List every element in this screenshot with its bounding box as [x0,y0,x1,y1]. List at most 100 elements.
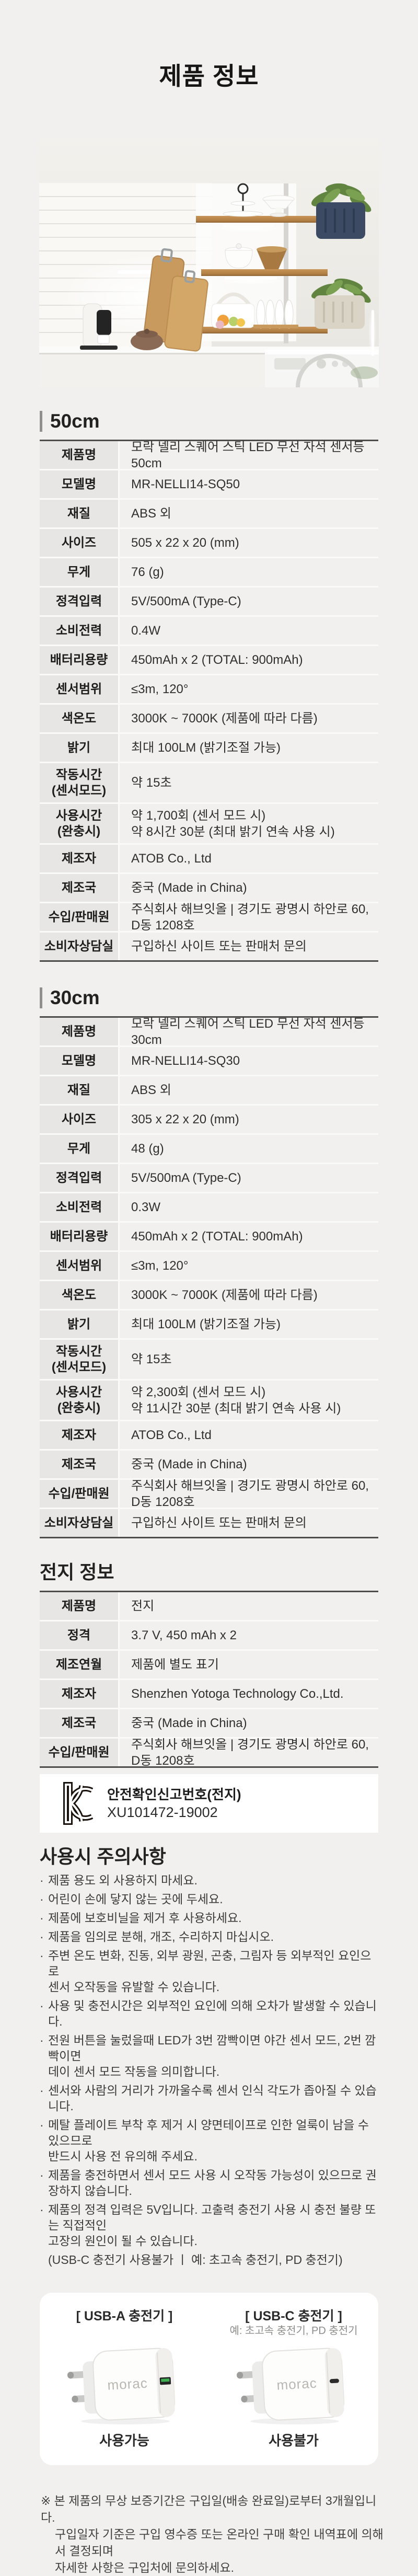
shelves [196,216,328,334]
spec-value: 0.4W [120,617,378,645]
spec-row: 정격 3.7 V, 450 mAh x 2 [40,1622,378,1651]
column-divider [118,1047,120,1075]
column-divider [118,804,120,843]
spec-table-battery: 제품명 전지 정격 3.7 V, 450 mAh x 2 제조연월 제품에 별도 표기 제조… [40,1591,378,1768]
column-divider [118,1018,120,1045]
spec-label: 소비자상담실 [40,933,118,960]
spec-value: 구입하신 사이트 또는 판매처 문의 [120,933,378,960]
bullet-dot: · [40,1999,44,2012]
column-divider [118,1193,120,1221]
section-header-precautions: 사용시 주의사항 [40,1846,418,1867]
precaution-item: · 제품의 정격 입력은 5V입니다. 고출력 충전기 사용 시 충전 불량 또는… [40,2202,378,2249]
precaution-item: · 센서와 사람의 거리가 가까울수록 센서 인식 각도가 좁아질 수 있습니다. [40,2083,378,2114]
spec-table-30cm: 제품명 모락 넬리 스퀘어 스틱 LED 무선 자석 센서등 30cm 모델명 MR-… [40,1016,378,1538]
coffee-machine [80,303,118,350]
column-divider [118,1106,120,1133]
column-divider [118,1252,120,1280]
bullet-dot: · [40,2033,44,2047]
kc-certification-box: 안전확인신고번호(전지) XU101472-19002 [40,1774,378,1833]
spec-row: 제조자 Shenzhen Yotoga Technology Co.,Ltd. [40,1680,378,1709]
spec-label: 재질 [40,1076,118,1104]
precaution-item: · 사용 및 충전시간은 외부적인 요인에 의해 오차가 발생할 수 있습니다. [40,1998,378,2029]
precaution-text: 센서와 사람의 거리가 가까울수록 센서 인식 각도가 좁아질 수 있습니다. [48,2084,377,2113]
spec-row: 수입/판매원 주식회사 해브잇올 | 경기도 광명시 하안로 60, D동 120… [40,902,378,933]
spec-row: 사이즈 505 x 22 x 20 (mm) [40,529,378,558]
column-divider [118,874,120,902]
spec-value: 약 15초 [120,1340,378,1379]
usb-c-charger-column: [ USB-C 충전기 ] 예: 초고속 충전기, PD 충전기 morac [218,2308,369,2465]
spec-value: 450mAh x 2 (TOTAL: 900mAh) [120,646,378,674]
spec-row: 무게 48 (g) [40,1135,378,1164]
spec-value: 3000K ~ 7000K (제품에 따라 다름) [120,1281,378,1309]
spec-label: 제품명 [40,441,118,469]
spec-row: 모델명 MR-NELLI14-SQ30 [40,1047,378,1076]
section-bar [40,987,42,1008]
spec-label: 수입/판매원 [40,1480,118,1508]
spec-row: 사용시간 (완충시) 약 1,700회 (센서 모드 시) 약 8시간 30분 (… [40,804,378,845]
usb-a-port [161,2378,170,2382]
spec-table-50cm: 제품명 모락 넬리 스퀘어 스틱 LED 무선 자석 센서등 50cm 모델명 MR-… [40,440,378,962]
spec-value: 최대 100LM (밝기조절 가능) [120,734,378,762]
led-strip-glow [368,307,376,359]
spec-value: 주식회사 해브잇올 | 경기도 광명시 하안로 60, D동 1208호 [120,1479,378,1509]
spec-row: 제품명 모락 넬리 스퀘어 스틱 LED 무선 자석 센서등 30cm [40,1017,378,1047]
spec-row: 정격입력 5V/500mA (Type-C) [40,588,378,617]
precaution-text: (USB-C 충전기 사용불가 ㅣ 예: 초고속 충전기, PD 충전기) [48,2253,343,2267]
spec-label: 제조국 [40,1709,118,1737]
spec-label: 작동시간 (센서모드) [40,763,118,802]
spec-label: 모델명 [40,470,118,498]
precaution-item: · 전원 버튼을 눌렀을때 LED가 3번 깜빡이면 야간 센서 모드, 2번 깜… [40,2032,378,2079]
spec-row: 제조자 ATOB Co., Ltd [40,845,378,874]
spec-value: 주식회사 해브잇올 | 경기도 광명시 하안로 60, D동 1208호 [120,1738,378,1768]
footer-line: 자세한 사항은 구입처에 문의하세요. [55,2561,234,2574]
spec-row: 수입/판매원 주식회사 해브잇올 | 경기도 광명시 하안로 60, D동 120… [40,1479,378,1509]
spec-label: 정격 [40,1622,118,1649]
tureen [225,243,253,269]
column-divider [118,1739,120,1766]
spec-row: 재질 ABS 외 [40,500,378,529]
precaution-list: · 제품 용도 외 사용하지 마세요. · 어린이 손에 닿지 않는 곳에 두세요. ·… [40,1872,378,2268]
spec-row: 제품명 모락 넬리 스퀘어 스틱 LED 무선 자석 센서등 50cm [40,440,378,470]
spec-row: 색온도 3000K ~ 7000K (제품에 따라 다름) [40,705,378,734]
spec-label: 제조자 [40,1680,118,1708]
spec-row: 재질 ABS 외 [40,1076,378,1106]
spec-value: 중국 (Made in China) [120,874,378,902]
usb-a-charger-column: [ USB-A 충전기 ] morac 사용가능 [49,2308,200,2465]
bullet-dot: · [40,1930,44,1944]
spec-value: 제품에 별도 표기 [120,1651,378,1678]
column-divider [118,1164,120,1192]
spec-label: 무게 [40,558,118,586]
column-divider [118,675,120,703]
column-divider [118,1509,120,1537]
precaution-item: · 제품을 충전하면서 센서 모드 사용 시 오작동 가능성이 있으므로 권장하지… [40,2167,378,2199]
bullet-dot: · [40,2168,44,2182]
charger-compatibility-card: [ USB-A 충전기 ] morac 사용가능 [40,2293,378,2465]
spec-value: ≤3m, 120° [120,1252,378,1280]
plant-basket-navy [311,183,371,239]
footer-line: 구입일자 기준은 구입 영수증 또는 온라인 구매 확인 내역표에 의해서 결정… [55,2527,384,2558]
spec-row: 소비자상담실 구입하신 사이트 또는 판매처 문의 [40,933,378,960]
column-divider [118,1651,120,1678]
spec-label: 사이즈 [40,1106,118,1133]
column-divider [118,646,120,674]
spec-label: 배터리용량 [40,1223,118,1250]
usb-c-charger-image: morac [237,2348,345,2424]
spec-value: 최대 100LM (밝기조절 가능) [120,1310,378,1338]
precaution-text: 제품을 임의로 분해, 개조, 수리하지 마십시오. [48,1930,274,1944]
spec-row: 제조자 ATOB Co., Ltd [40,1421,378,1451]
spec-value: 0.3W [120,1193,378,1221]
spec-value: 305 x 22 x 20 (mm) [120,1106,378,1133]
spec-value: 약 15초 [120,763,378,802]
spec-label: 밝기 [40,1310,118,1338]
precaution-item: ·(USB-C 충전기 사용불가 ㅣ 예: 초고속 충전기, PD 충전기) [40,2252,378,2268]
column-divider [118,1076,120,1104]
leaf-accent [351,366,378,379]
precaution-text: 제품 용도 외 사용하지 마세요. [48,1873,198,1887]
column-divider [118,1592,120,1620]
product-photo [39,139,379,387]
spec-row: 사용시간 (완충시) 약 2,300회 (센서 모드 시) 약 11시간 30분 … [40,1381,378,1421]
spec-row: 배터리용량 450mAh x 2 (TOTAL: 900mAh) [40,1223,378,1252]
bullet-dot: · [40,2084,44,2097]
column-divider [118,500,120,527]
spec-row: 무게 76 (g) [40,558,378,588]
